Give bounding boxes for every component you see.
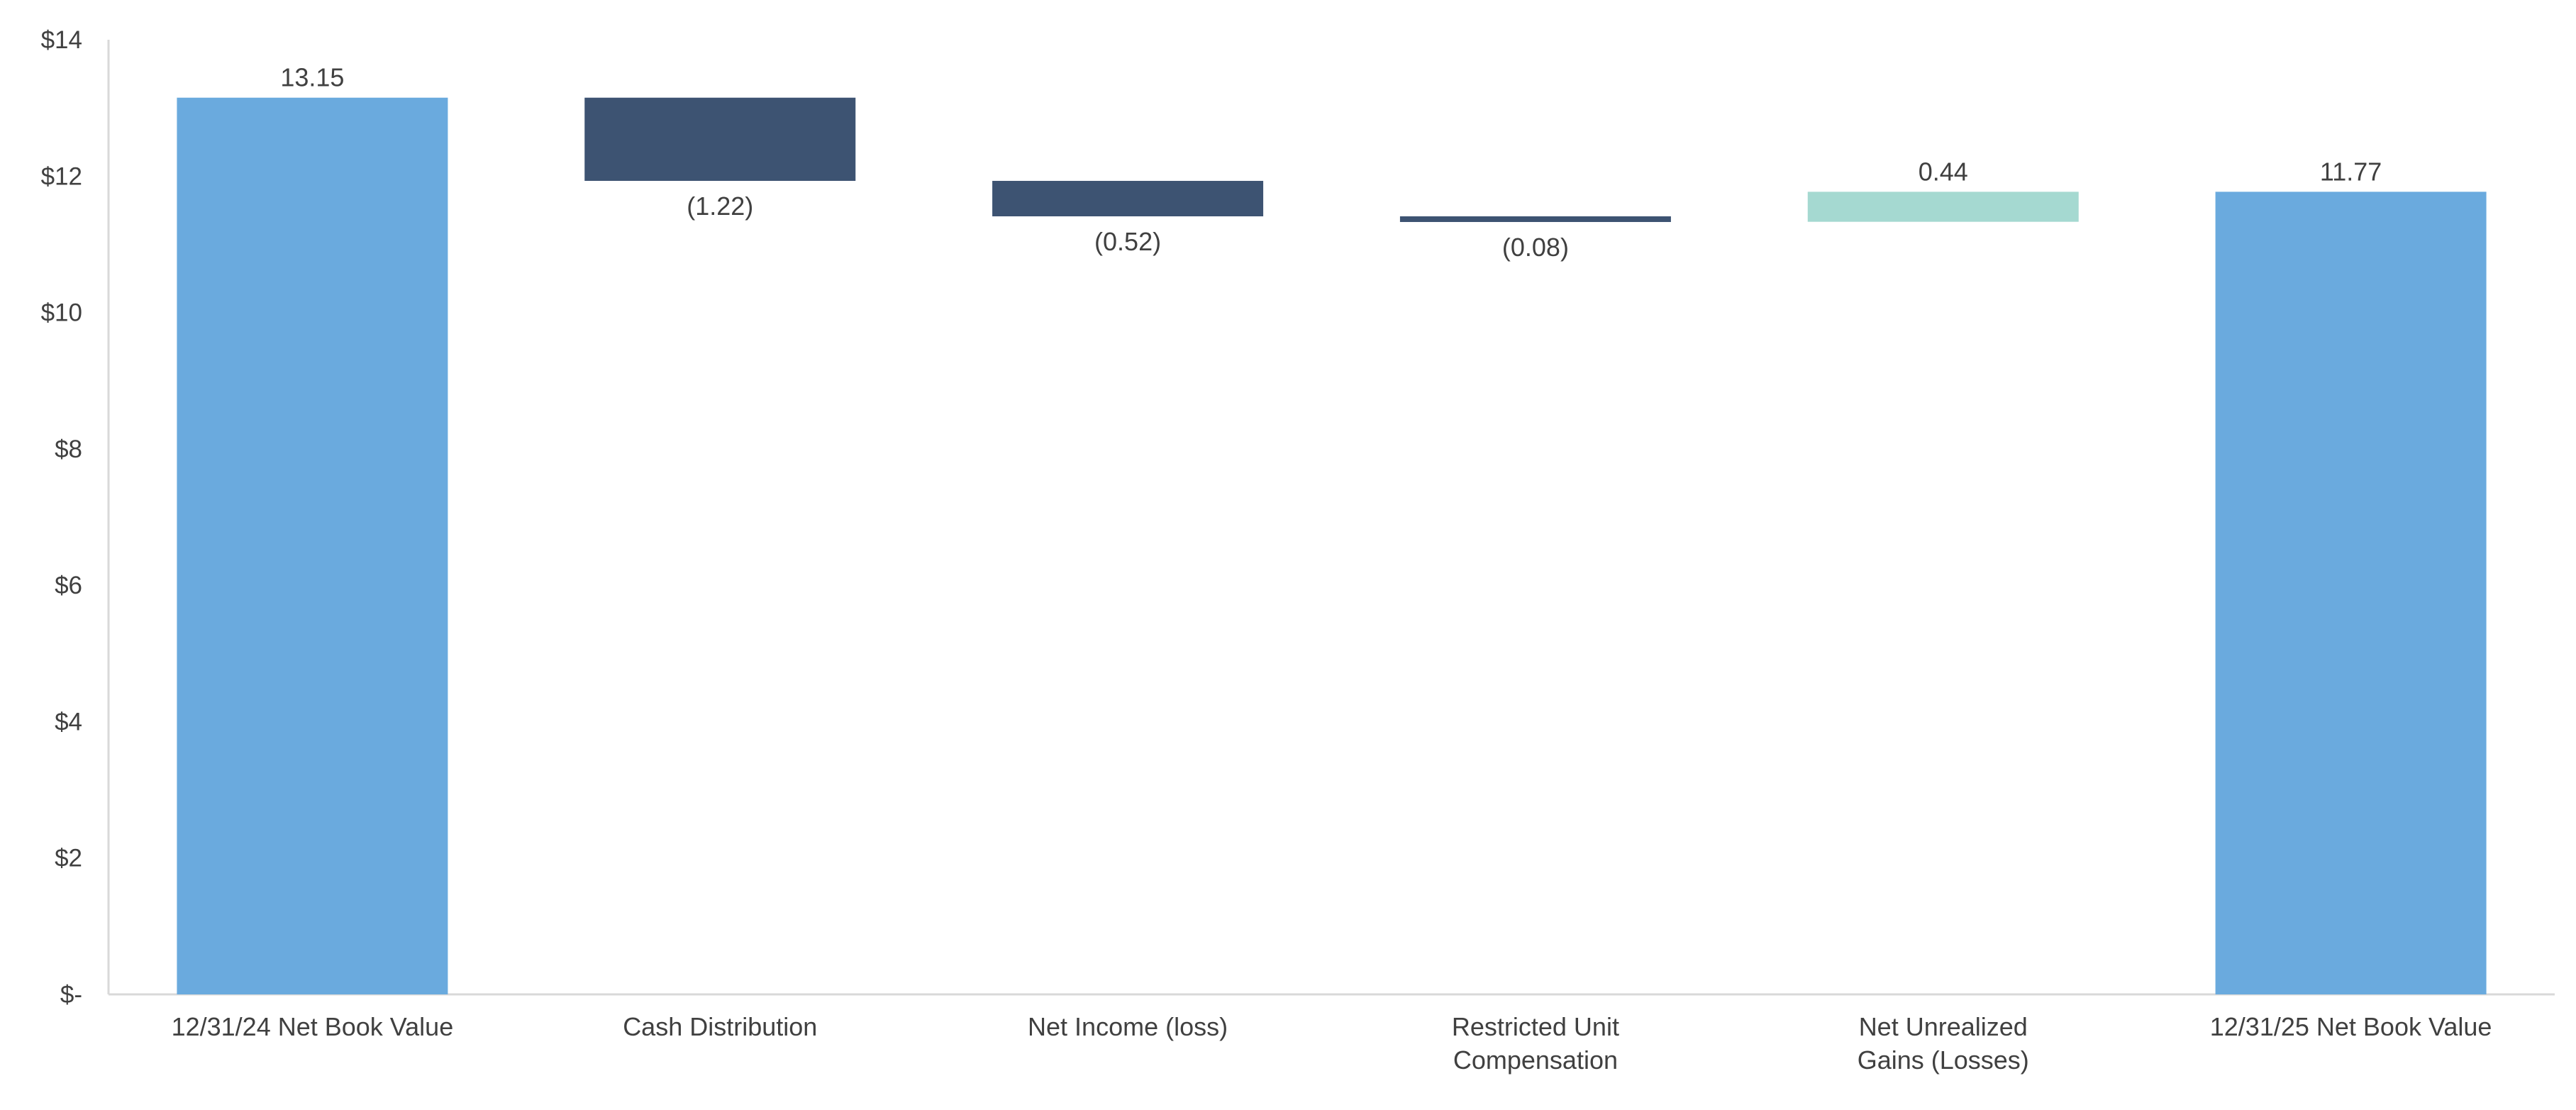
data-label: (0.52) <box>1094 227 1161 256</box>
x-category-label: 12/31/24 Net Book Value <box>172 1012 454 1041</box>
data-label: (0.08) <box>1502 233 1569 262</box>
bar-decrease <box>992 181 1264 217</box>
x-category-label: Net Unrealized <box>1859 1012 2028 1041</box>
bar-total <box>2215 192 2487 994</box>
data-label: 0.44 <box>1919 157 1968 186</box>
y-tick-label: $4 <box>55 708 82 736</box>
data-label: 11.77 <box>2320 157 2382 186</box>
x-category-label: 12/31/25 Net Book Value <box>2210 1012 2492 1041</box>
y-tick-label: $2 <box>55 845 82 872</box>
y-tick-label: $14 <box>41 26 82 54</box>
x-category-label: Gains (Losses) <box>1858 1045 2029 1075</box>
bar-decrease <box>1399 216 1671 223</box>
x-category-label: Restricted Unit <box>1452 1012 1619 1041</box>
bar-decrease <box>584 97 856 182</box>
y-tick-label: $- <box>60 981 82 1009</box>
bar-increase <box>1807 192 2079 222</box>
bar-total <box>177 97 448 994</box>
x-category-label: Compensation <box>1453 1045 1618 1075</box>
data-label: 13.15 <box>280 63 344 92</box>
x-category-label: Net Income (loss) <box>1028 1012 1228 1041</box>
y-tick-label: $10 <box>41 299 82 327</box>
y-tick-label: $12 <box>41 162 82 190</box>
data-label: (1.22) <box>687 192 753 221</box>
x-category-label: Cash Distribution <box>623 1012 817 1041</box>
y-tick-label: $6 <box>55 572 82 599</box>
y-tick-label: $8 <box>55 435 82 463</box>
